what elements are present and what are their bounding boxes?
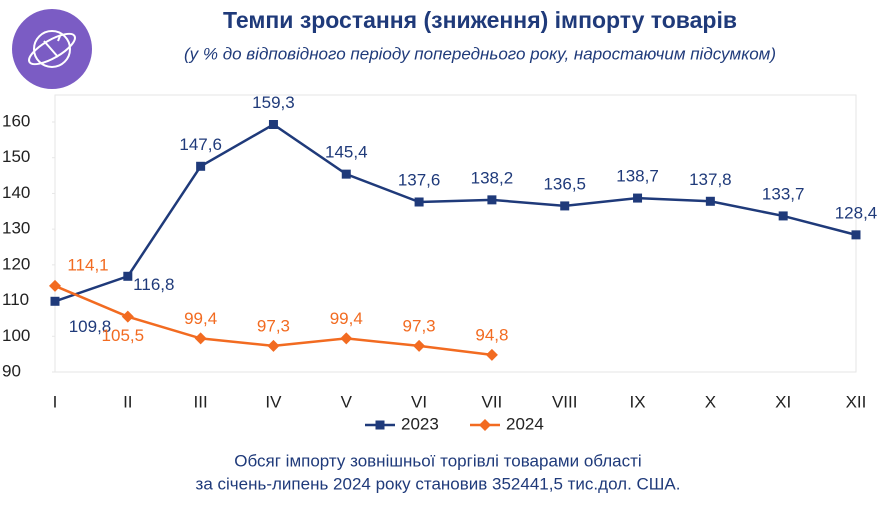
x-tick-label: VII: [482, 392, 503, 411]
footnote: за січень-липень 2024 року становив 3524…: [196, 474, 681, 493]
x-tick-label: I: [53, 392, 58, 411]
data-point: [485, 348, 498, 361]
data-label: 136,5: [543, 174, 586, 193]
y-tick-label: 100: [2, 326, 30, 345]
data-point: [50, 296, 60, 306]
data-point: [194, 332, 207, 345]
legend-marker: [479, 419, 491, 431]
data-label: 97,3: [403, 316, 436, 335]
series-line: [54, 123, 857, 303]
data-label: 133,7: [762, 184, 805, 203]
data-label: 105,5: [102, 326, 145, 345]
x-tick-label: VIII: [552, 392, 578, 411]
x-tick-label: V: [341, 392, 353, 411]
data-point: [121, 310, 134, 323]
data-label: 137,8: [689, 170, 732, 189]
data-label: 138,2: [471, 168, 514, 187]
x-tick-label: IV: [265, 392, 282, 411]
data-label: 138,7: [616, 167, 659, 186]
data-label: 147,6: [179, 135, 222, 154]
y-tick-label: 130: [2, 219, 30, 238]
data-point: [196, 161, 206, 171]
footnote: Обсяг імпорту зовнішньої торгівлі товара…: [234, 451, 641, 470]
data-label: 109,8: [69, 317, 112, 336]
y-tick-label: 90: [2, 361, 21, 380]
data-label: 137,6: [398, 170, 441, 189]
data-label: 99,4: [184, 309, 217, 328]
data-label: 128,4: [835, 203, 877, 222]
data-point: [340, 332, 353, 345]
y-tick-label: 120: [2, 254, 30, 273]
data-point: [778, 211, 788, 221]
y-tick-label: 160: [2, 111, 30, 130]
legend-label: 2023: [401, 414, 439, 433]
data-point: [705, 196, 715, 206]
data-label: 116,8: [133, 275, 174, 294]
x-tick-label: XI: [775, 392, 791, 411]
legend-label: 2024: [506, 414, 544, 433]
data-label: 94,8: [475, 325, 508, 344]
data-point: [341, 169, 351, 179]
x-tick-label: III: [194, 392, 208, 411]
x-tick-label: II: [123, 392, 132, 411]
data-label: 159,3: [252, 93, 295, 112]
data-point: [851, 230, 861, 240]
data-point: [49, 279, 61, 292]
x-tick-label: IX: [630, 392, 646, 411]
data-label: 145,4: [325, 143, 368, 162]
y-tick-label: 150: [2, 147, 30, 166]
data-point: [267, 339, 280, 352]
data-point: [413, 339, 426, 352]
data-label: 114,1: [67, 255, 108, 274]
data-label: 99,4: [330, 309, 363, 328]
data-point: [560, 201, 570, 211]
data-point: [123, 271, 133, 281]
logo: [12, 9, 92, 89]
data-point: [487, 195, 497, 205]
legend-marker: [375, 420, 385, 430]
data-point: [268, 120, 278, 129]
chart-subtitle: (у % до відповідного періоду попередньог…: [184, 44, 776, 63]
y-tick-label: 140: [2, 183, 30, 202]
x-tick-label: XII: [846, 392, 867, 411]
data-point: [414, 197, 424, 207]
x-tick-label: VI: [411, 392, 427, 411]
x-tick-label: X: [705, 392, 716, 411]
data-label: 97,3: [257, 316, 290, 335]
y-tick-label: 110: [2, 290, 29, 309]
data-point: [633, 193, 643, 203]
chart-title: Темпи зростання (зниження) імпорту товар…: [223, 7, 737, 33]
